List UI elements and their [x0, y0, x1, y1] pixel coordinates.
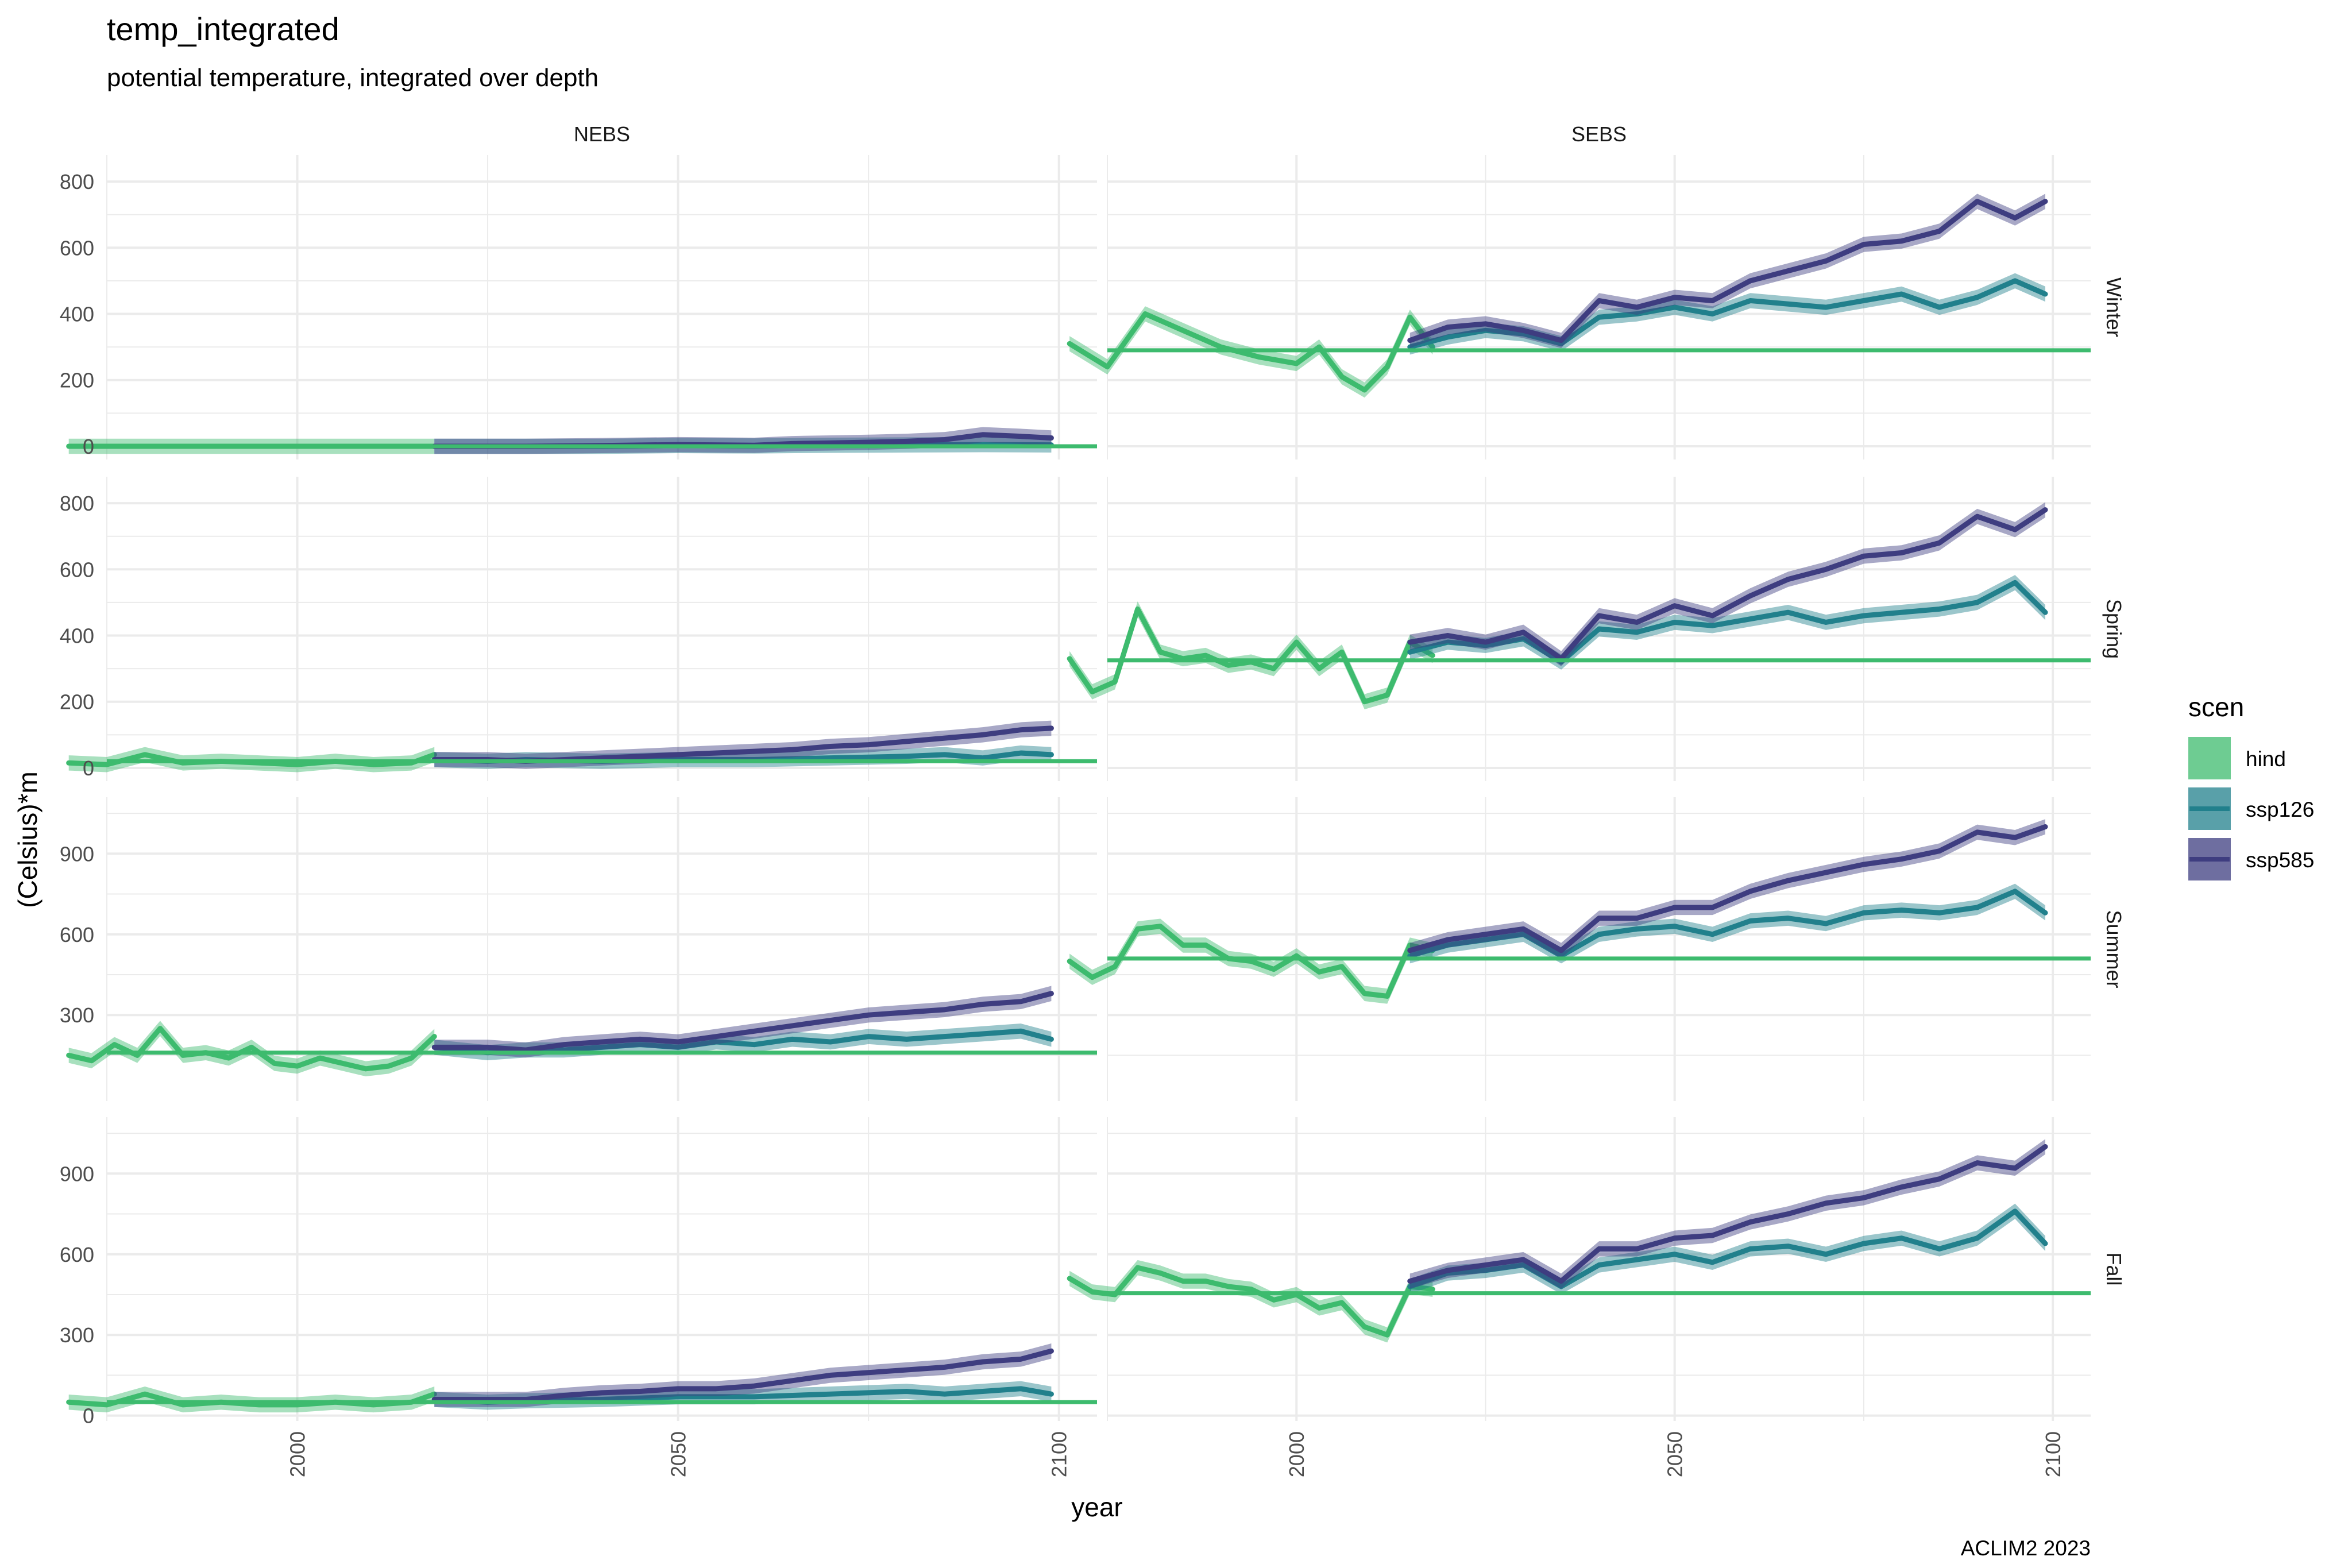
- ribbon-ssp585: [1409, 1139, 2045, 1289]
- x-tick-label: 2050: [1663, 1431, 1687, 1477]
- series-line-ssp126: [1407, 580, 2048, 665]
- x-tick-label: 2100: [2041, 1431, 2065, 1477]
- panel-grid-nebs-summer: [106, 797, 1097, 1101]
- legend: scen hind ssp126 ssp585: [2188, 692, 2314, 880]
- series-line-ssp585: [1407, 1144, 2048, 1284]
- series-line-ssp126: [1407, 889, 2048, 959]
- ribbon-hind: [68, 1386, 435, 1413]
- y-tick-label: 300: [60, 1003, 94, 1027]
- series-line-ssp126: [1407, 278, 2048, 350]
- legend-label-ssp585: ssp585: [2246, 848, 2314, 872]
- y-tick-label: 900: [60, 1162, 94, 1185]
- y-tick-label: 0: [83, 756, 94, 780]
- y-tick-label: 600: [60, 236, 94, 260]
- panel-sebs-winter: [1067, 194, 2091, 398]
- y-tick-label: 600: [60, 923, 94, 947]
- series-line-ssp585: [1407, 507, 2048, 662]
- panel-sebs-summer: [1067, 819, 2091, 1004]
- x-tick-label: 2050: [667, 1431, 690, 1477]
- series-line-ssp126: [1407, 1208, 2048, 1289]
- chart-title: temp_integrated: [107, 11, 339, 47]
- chart-caption: ACLIM2 2023: [1961, 1536, 2091, 1560]
- strip-label-nebs: NEBS: [574, 122, 630, 146]
- panel-sebs-spring: [1067, 502, 2091, 709]
- ribbon-ssp585: [1409, 194, 2045, 348]
- strip-label-sebs: SEBS: [1571, 122, 1627, 146]
- facet-strips: NEBS SEBS Winter Spring Summer Fall: [574, 122, 2126, 1286]
- y-tick-label: 600: [60, 558, 94, 581]
- series-line-ssp585: [431, 1348, 1054, 1403]
- y-tick-label: 400: [60, 624, 94, 648]
- series-line-hind: [1067, 924, 1435, 999]
- legend-swatch-hind: [2188, 737, 2231, 779]
- legend-item-ssp585: ssp585: [2188, 838, 2314, 880]
- panel-nebs-winter: [66, 427, 1097, 454]
- legend-title: scen: [2188, 692, 2244, 722]
- panel-sebs-fall: [1067, 1139, 2091, 1343]
- x-axis-label: year: [1071, 1492, 1122, 1522]
- y-tick-label: 200: [60, 369, 94, 392]
- y-tick-label: 400: [60, 303, 94, 326]
- panel-grid-sebs-fall: [1107, 1117, 2091, 1421]
- series-line-ssp585: [431, 991, 1054, 1053]
- y-tick-label: 600: [60, 1243, 94, 1266]
- ribbon-ssp585: [434, 986, 1052, 1058]
- y-axis-label: (Celsius)*m: [13, 771, 43, 908]
- panel-grid-nebs-fall: [106, 1117, 1097, 1421]
- panel-nebs-summer: [66, 986, 1097, 1077]
- x-tick-label: 2000: [1285, 1431, 1308, 1477]
- strip-label-winter: Winter: [2102, 277, 2126, 337]
- strip-label-spring: Spring: [2102, 599, 2126, 659]
- legend-item-ssp126: ssp126: [2188, 787, 2314, 830]
- ribbon-ssp585: [1409, 819, 2045, 959]
- series-line-hind: [1067, 311, 1435, 393]
- chart-subtitle: potential temperature, integrated over d…: [107, 64, 598, 92]
- x-tick-labels: 2000 2050 2100 2000 2050 2100: [286, 1431, 2065, 1477]
- y-tick-label: 0: [83, 435, 94, 458]
- panel-grid-nebs-spring: [106, 477, 1097, 781]
- legend-label-ssp126: ssp126: [2246, 798, 2314, 821]
- ribbon-ssp126: [1409, 883, 2045, 964]
- series-line-ssp126: [431, 1028, 1054, 1056]
- y-tick-label: 800: [60, 492, 94, 515]
- panel-grid-sebs-spring: [1107, 477, 2091, 781]
- panel-nebs-spring: [66, 720, 1097, 773]
- strip-label-fall: Fall: [2102, 1252, 2126, 1285]
- series-line-ssp585: [1407, 824, 2048, 953]
- panel-grid-sebs-winter: [1107, 155, 2091, 459]
- series-line-hind: [1067, 1265, 1435, 1338]
- y-tick-label: 300: [60, 1323, 94, 1347]
- ribbon-hind: [1069, 601, 1433, 709]
- y-tick-labels: 0 200 400 600 800 0 200 400 600 800 300 600 900 0 300 6…: [60, 170, 94, 1428]
- strip-label-summer: Summer: [2102, 910, 2126, 988]
- facet-panels: [66, 155, 2091, 1421]
- y-tick-label: 800: [60, 170, 94, 194]
- y-tick-label: 900: [60, 842, 94, 866]
- ribbon-ssp126: [1409, 1203, 2045, 1295]
- series-line-ssp585: [1407, 199, 2048, 343]
- legend-item-hind: hind: [2188, 737, 2286, 779]
- x-tick-label: 2100: [1048, 1431, 1071, 1477]
- legend-label-hind: hind: [2246, 747, 2286, 771]
- y-tick-label: 200: [60, 690, 94, 714]
- y-tick-label: 0: [83, 1404, 94, 1428]
- panel-nebs-fall: [66, 1343, 1097, 1413]
- x-tick-label: 2000: [286, 1431, 310, 1477]
